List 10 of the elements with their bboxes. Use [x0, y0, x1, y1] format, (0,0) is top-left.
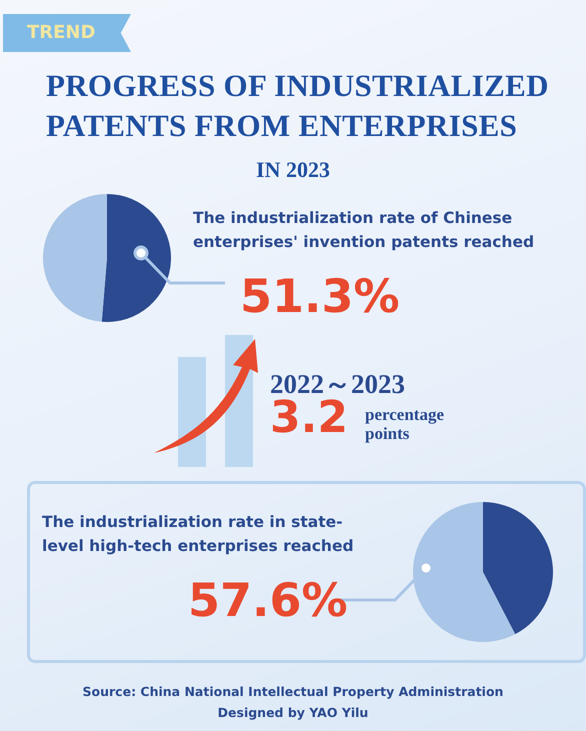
text: The industrialization rate of Chinese enterprises' invention patents reached — [193, 208, 536, 253]
data-label: 57.6% — [188, 573, 348, 627]
text: percentage points — [365, 405, 445, 443]
source-note: Source: China National Intellectual Property Administration — [82, 683, 504, 701]
text: TREND — [3, 14, 131, 52]
text: Designed by YAO Yilu — [216, 704, 370, 722]
chart-title: PROGRESS OF INDUSTRIALIZED PATENTS FROM ENTERPRISES — [46, 67, 550, 145]
chart-subtitle: IN 2023 — [255, 157, 331, 183]
data-label: 51.3% — [240, 269, 400, 323]
text: The industrialization rate in state-level high-tech enterprises reached — [42, 512, 355, 557]
